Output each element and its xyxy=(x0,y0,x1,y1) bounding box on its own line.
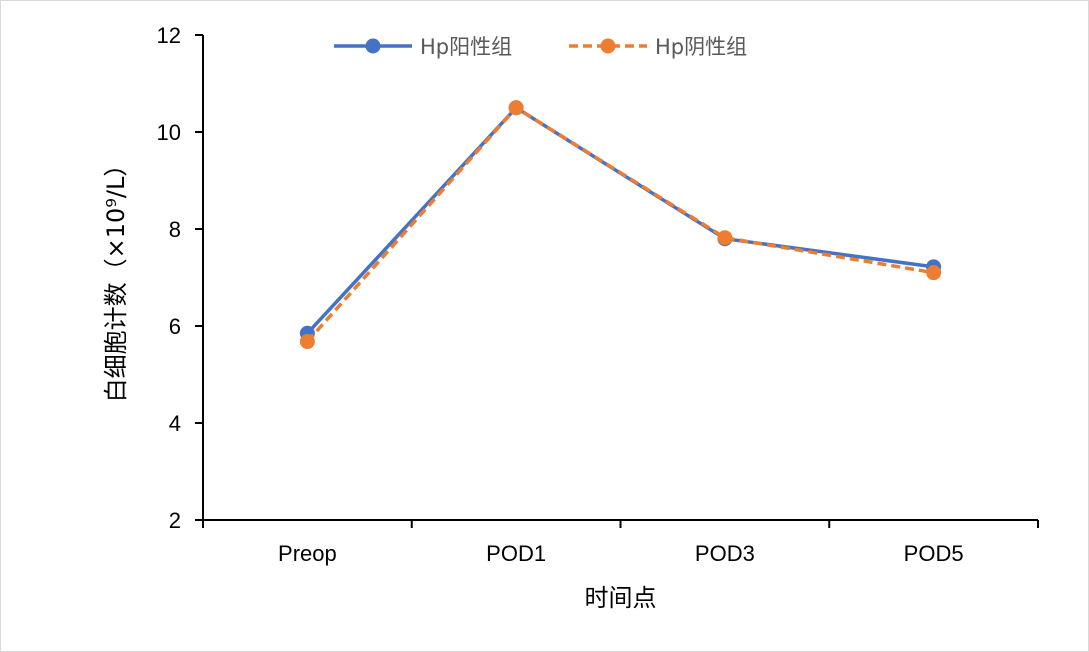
y-tick-label: 8 xyxy=(169,217,181,242)
y-axis-ticks: 2 4 6 8 10 12 xyxy=(157,23,203,533)
x-tick-label: Preop xyxy=(278,541,337,566)
legend-marker-1 xyxy=(365,38,381,54)
series-2 xyxy=(299,100,942,350)
x-tick-label: POD1 xyxy=(486,541,546,566)
series-layer xyxy=(299,100,942,350)
y-tick-label: 12 xyxy=(157,23,181,48)
x-axis-ticks: Preop POD1 POD3 POD5 xyxy=(202,520,1039,566)
series-line xyxy=(306,106,934,343)
y-tick-label: 2 xyxy=(169,508,181,533)
legend-marker-2 xyxy=(600,38,616,54)
y-tick-label: 6 xyxy=(169,314,181,339)
legend-label-1: Hp阳性组 xyxy=(420,35,512,59)
x-tick-label: POD5 xyxy=(904,541,964,566)
y-axis-title: 白细胞计数（×10⁹/L） xyxy=(102,153,130,403)
data-point xyxy=(299,334,315,350)
data-point xyxy=(926,265,942,281)
x-axis-title: 时间点 xyxy=(585,584,657,612)
axes xyxy=(202,35,1038,521)
data-point xyxy=(717,230,733,246)
series-line xyxy=(306,106,934,335)
x-tick-label: POD3 xyxy=(695,541,755,566)
series-1 xyxy=(299,100,942,341)
y-tick-label: 4 xyxy=(169,411,181,436)
data-point xyxy=(508,100,524,116)
y-tick-label: 10 xyxy=(157,120,181,145)
legend-label-2: Hp阴性组 xyxy=(655,35,747,59)
legend: Hp阳性组 Hp阴性组 xyxy=(334,35,747,59)
